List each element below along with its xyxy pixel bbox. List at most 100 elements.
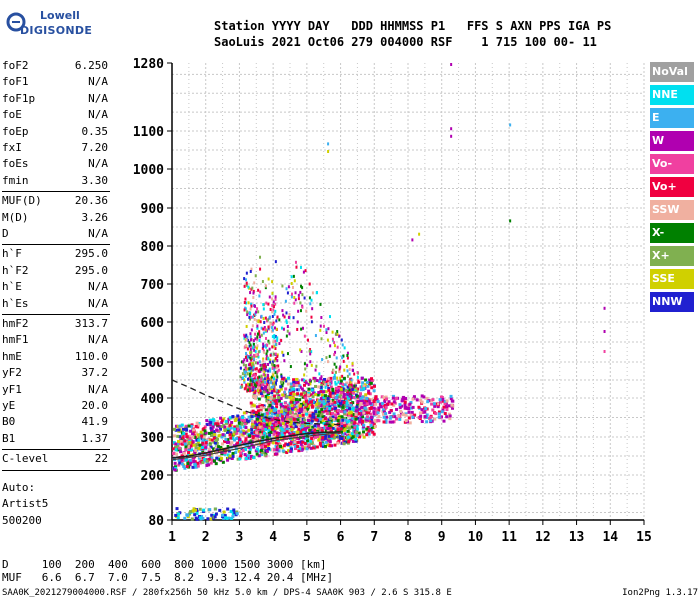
echo-point [267,318,270,322]
echo-point [316,414,320,418]
echo-point [436,402,440,406]
param-row: MUF(D) 20.36 [2,193,108,209]
echo-point [386,402,390,406]
echo-point [284,405,288,409]
echo-point [367,389,371,393]
echo-point [329,417,333,421]
echo-point [316,432,320,436]
echo-point [270,395,274,399]
echo-point [327,434,331,438]
echo-point [249,380,252,384]
echo-point [324,434,328,438]
echo-point [240,422,244,426]
echo-point [324,409,328,413]
echo-point [255,423,259,427]
echo-point [183,466,187,470]
echo-point [289,408,293,412]
echo-point [337,380,340,384]
echo-point [205,463,209,467]
echo-point [264,362,267,366]
echo-point [342,395,346,399]
echo-point [282,434,286,438]
echo-point [399,411,403,415]
echo-point [312,391,316,395]
echo-point [269,307,272,311]
echo-point [334,382,338,386]
echo-point [302,383,306,387]
echo-point [241,376,244,380]
echo-point [403,405,407,409]
echo-point [289,391,293,395]
echo-point [325,402,329,406]
echo-point [364,399,368,403]
echo-point [447,404,451,408]
echo-point [269,376,272,380]
echo-point [250,304,253,308]
echo-point [248,363,251,367]
echo-point [328,440,332,444]
echo-point [329,379,332,383]
param-value: 313.7 [74,317,108,330]
echo-point [263,412,267,416]
echo-point [204,445,208,449]
echo-point [369,418,373,422]
echo-point [320,412,324,416]
echo-point [321,415,325,419]
echo-point [392,412,396,416]
echo-point [321,390,325,394]
echo-point [273,394,277,398]
echo-point [320,375,323,379]
param-name: h`F2 [2,263,29,277]
echo-point [277,449,281,453]
echo-point [263,385,266,389]
echo-point [274,347,277,351]
echo-point [245,333,248,337]
echo-point [256,409,260,413]
echo-point [256,337,259,341]
echo-point [188,463,192,467]
echo-point [243,378,246,382]
echo-point [348,407,352,411]
echo-point [206,517,210,521]
echo-point [283,390,286,394]
echo-point [225,440,229,444]
echo-point [323,394,327,398]
echo-point [223,440,227,444]
echo-point [283,359,286,363]
echo-point [376,400,380,404]
echo-point [297,293,300,297]
echo-point [255,414,259,418]
echo-point [345,426,349,430]
echo-point [285,420,289,424]
echo-point [368,392,372,396]
echo-point [276,336,279,340]
echo-point [345,364,348,368]
echo-point [377,408,381,412]
echo-point [239,444,243,448]
echo-point [273,424,277,428]
echo-point [295,430,299,434]
echo-point [262,424,266,428]
echo-point [190,517,194,521]
param-row: D N/A [2,226,108,242]
echo-point [321,410,325,414]
param-name: M(D) [2,210,29,224]
echo-point [209,438,213,442]
echo-point [210,431,214,435]
echo-point [355,427,359,431]
echo-point [268,389,271,393]
echo-point [268,433,272,437]
echo-point [321,419,325,423]
echo-point [211,425,215,429]
echo-point [319,414,323,418]
echo-point [240,418,244,422]
echo-point [266,444,270,448]
echo-point [261,394,265,398]
echo-point [178,424,182,428]
echo-point [276,353,279,357]
echo-point [264,327,267,331]
echo-point [302,430,306,434]
echo-point [231,436,235,440]
echo-point [248,374,251,378]
echo-point [238,424,242,428]
